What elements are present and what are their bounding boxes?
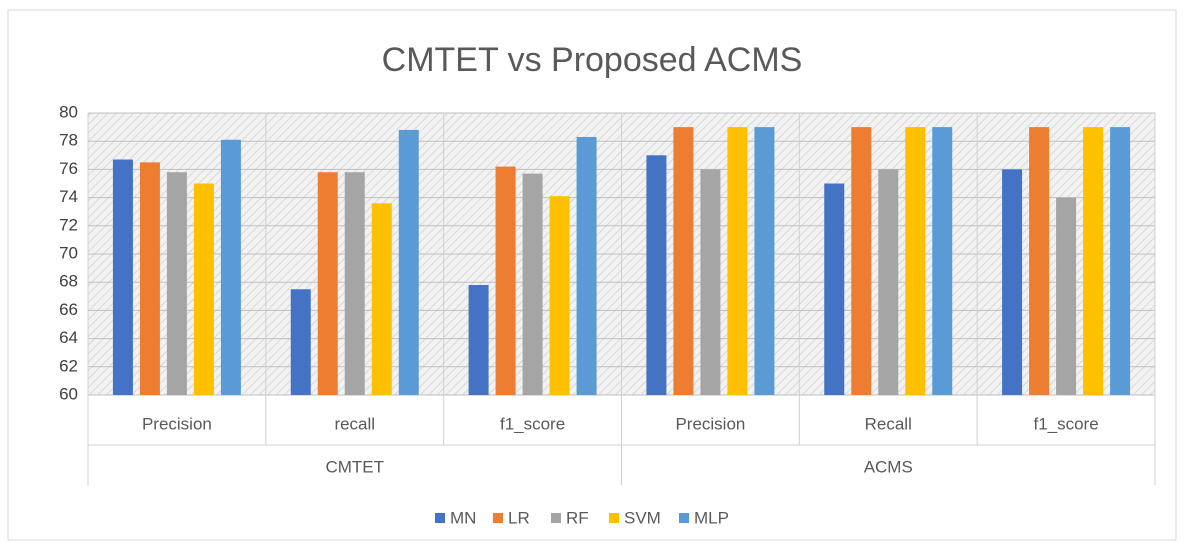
y-tick-label: 76 [59,159,78,178]
bar [344,172,365,395]
legend-label: LR [508,508,530,527]
bar [905,127,926,395]
legend-label: MN [450,508,476,527]
x-tick-label: Precision [675,414,745,433]
y-tick-label: 66 [59,300,78,319]
bar [673,127,694,395]
y-tick-label: 74 [59,187,78,206]
bar [317,172,338,395]
bar [851,127,872,395]
bar [1002,169,1023,395]
y-tick-label: 78 [59,131,78,150]
bar [727,127,748,395]
bar [1029,127,1050,395]
group-label: CMTET [325,457,384,476]
legend-label: MLP [694,508,729,527]
bar [1083,127,1104,395]
bar [1110,127,1131,395]
bar [193,183,214,395]
bar [824,183,845,395]
y-tick-label: 60 [59,384,78,403]
bar [290,289,311,395]
bar [495,166,516,395]
x-tick-label: recall [334,414,375,433]
x-tick-label: f1_score [500,414,565,433]
bar [468,285,489,395]
legend-swatch [679,513,689,523]
group-label: ACMS [864,457,913,476]
bar [139,162,160,395]
bar [754,127,775,395]
y-tick-label: 70 [59,243,78,262]
x-tick-label: Precision [142,414,212,433]
bar [700,169,721,395]
y-tick-label: 72 [59,215,78,234]
bar [646,155,667,395]
bar [112,159,133,395]
bar [878,169,899,395]
bar [220,139,241,395]
legend-swatch [493,513,503,523]
bar [1056,197,1077,395]
bar [576,136,597,395]
chart-title: CMTET vs Proposed ACMS [382,41,803,79]
bar [371,203,392,395]
bar [166,172,187,395]
bar [549,196,570,395]
legend-swatch [609,513,619,523]
bar [932,127,953,395]
legend-swatch [551,513,561,523]
legend-label: RF [566,508,589,527]
legend-swatch [435,513,445,523]
legend-label: SVM [624,508,661,527]
bar [398,129,419,396]
y-tick-label: 64 [59,328,78,347]
y-tick-label: 80 [59,102,78,121]
y-tick-label: 68 [59,272,78,291]
bar [522,173,543,395]
x-tick-label: Recall [865,414,912,433]
x-tick-label: f1_score [1033,414,1098,433]
y-tick-label: 62 [59,356,78,375]
